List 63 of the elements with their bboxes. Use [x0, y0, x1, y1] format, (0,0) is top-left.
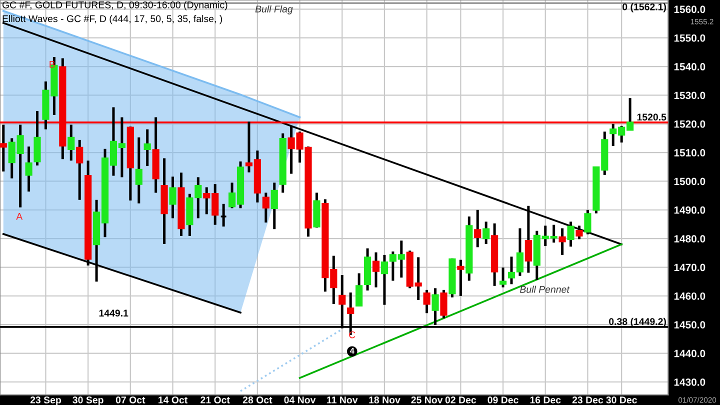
text: Elliott Waves - GC #F, D (444, 17, 50, 5, 35, false, )	[2, 15, 222, 24]
y-tick-label: 1480.0	[674, 235, 706, 242]
candlestick	[169, 175, 176, 220]
candlestick	[0, 123, 7, 173]
candlestick	[220, 202, 228, 228]
x-tick-label: 23 Dec	[572, 396, 604, 404]
candlestick	[34, 110, 41, 167]
annotation: Bull Pennet	[520, 286, 570, 293]
y-tick-label: 1510.0	[674, 149, 706, 156]
chart-title: GC #F, GOLD FUTURES, D, 09:30-16:00 (Dynamic)	[2, 1, 228, 10]
x-tick-label: 07 Oct	[116, 396, 146, 404]
candlestick	[474, 208, 482, 248]
x-tick-label: 02 Dec	[445, 396, 476, 404]
y-tick-label: 1460.0	[674, 292, 706, 300]
y-tick-label: 1550.0	[674, 34, 706, 42]
candlestick	[440, 288, 448, 320]
annotation: 1449.1	[99, 310, 128, 317]
x-tick-label: 21 Oct	[200, 396, 230, 404]
x-tick-label: 09 Dec	[488, 396, 518, 404]
y-tick-label: 1450.0	[674, 321, 706, 328]
ref-line-label: 1520.5	[637, 114, 666, 121]
candlestick	[262, 191, 270, 224]
x-tick-label: 25 Nov	[411, 396, 443, 404]
y-tick-label: 1490.0	[674, 206, 706, 214]
y-tick-label: 1500.0	[674, 178, 706, 186]
candlestick	[372, 251, 380, 289]
annotation: A	[16, 213, 23, 220]
candlestick	[482, 220, 490, 246]
candlestick	[584, 208, 592, 236]
y-tick-label: 1470.0	[674, 264, 706, 272]
ref-line-label: 0 (1562.1)	[622, 3, 666, 12]
candlestick	[558, 227, 566, 256]
x-tick-label: 30 Dec	[606, 396, 637, 404]
candlestick	[144, 128, 151, 168]
x-tick-label: 28 Oct	[242, 396, 272, 404]
candlestick	[356, 272, 363, 307]
x-tick-label: 14 Oct	[158, 396, 188, 404]
x-tick-label: 18 Nov	[369, 396, 400, 404]
y-tick-label: 1560.0	[674, 6, 706, 14]
candlestick	[457, 258, 464, 298]
x-tick-label: 30 Sep	[72, 396, 104, 405]
candlestick	[499, 266, 507, 289]
candlestick	[423, 288, 430, 314]
candlestick	[76, 138, 84, 202]
x-tick-label: 11 Nov	[327, 396, 358, 404]
y-tick-label: 1530.0	[674, 92, 706, 100]
candlestick	[270, 181, 278, 230]
annotation: B	[50, 60, 55, 68]
candlestick	[25, 145, 32, 193]
ref-line-label: 0.38 (1449.2)	[609, 318, 666, 327]
annotation: C	[349, 331, 356, 338]
y-tick-label: 1430.0	[674, 378, 706, 386]
x-tick-label: 04 Nov	[284, 396, 316, 404]
x-tick-label: 16 Dec	[530, 396, 561, 404]
x-tick-label: 23 Sep	[30, 396, 62, 405]
annotation: 4	[350, 348, 354, 354]
y-tick-label: 1440.0	[674, 350, 706, 358]
candlestick	[576, 224, 583, 240]
y-tick-label: 1520.0	[674, 120, 706, 128]
y-tick-label: 1540.0	[674, 63, 706, 70]
candlestick	[68, 123, 75, 162]
candlestick	[135, 136, 142, 205]
annotation: Bull Flag	[255, 5, 293, 14]
